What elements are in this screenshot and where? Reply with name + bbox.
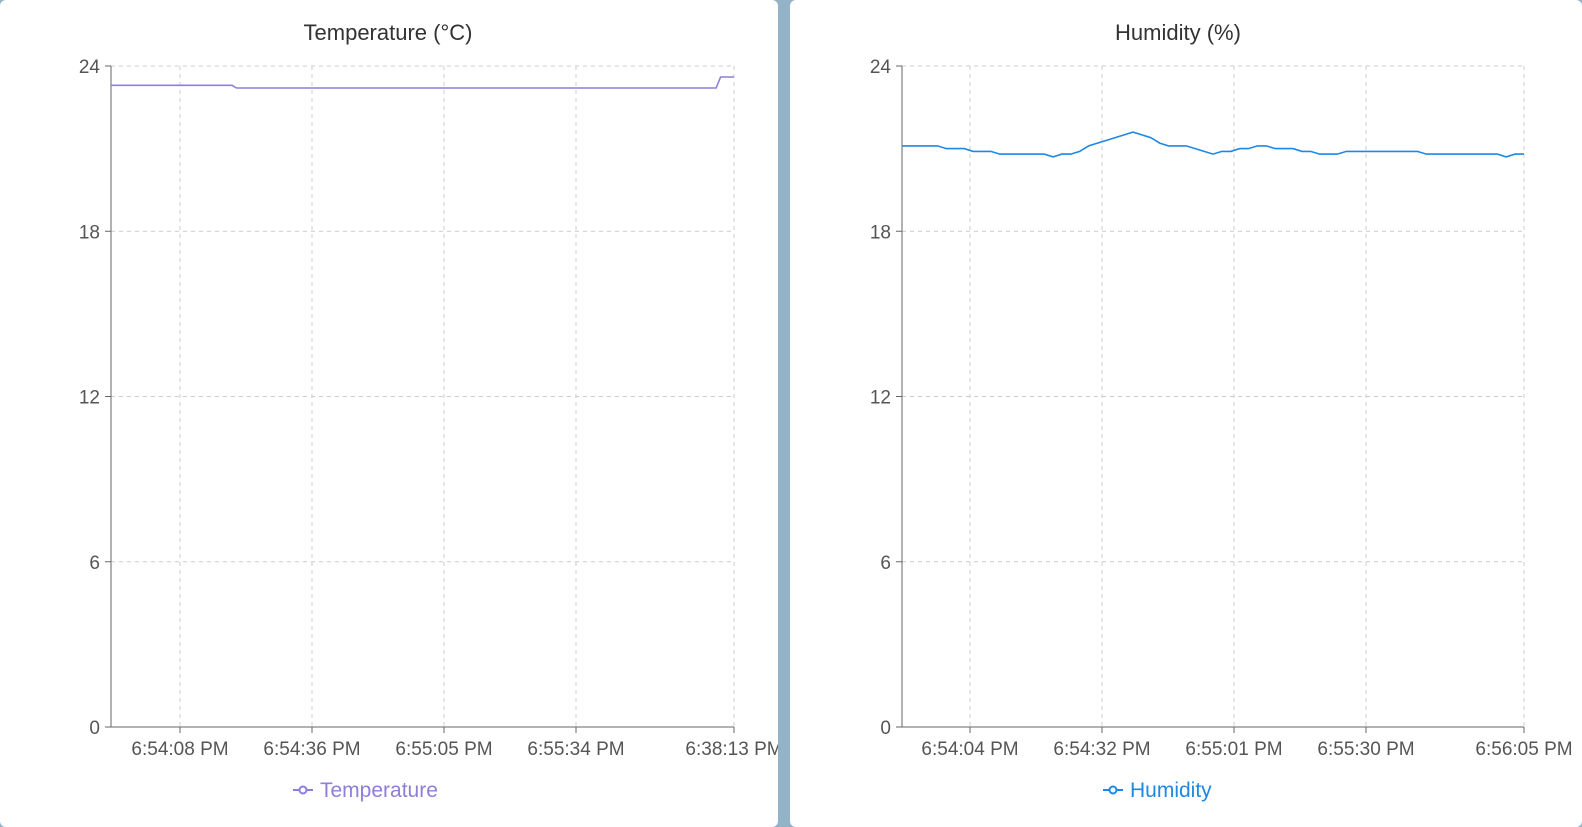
- y-tick-label: 18: [79, 222, 100, 243]
- y-tick-label: 24: [79, 57, 101, 78]
- x-tick-label: 6:55:05 PM: [395, 739, 492, 760]
- x-tick-label: 6:55:30 PM: [1317, 739, 1414, 760]
- y-tick-label: 6: [89, 553, 100, 574]
- series-line-humidity: [902, 131, 1524, 158]
- y-tick-label: 0: [89, 718, 100, 739]
- y-tick-label: 24: [870, 57, 892, 78]
- chart-title: Temperature (°C): [304, 20, 473, 45]
- legend-label[interactable]: Temperature: [320, 779, 438, 802]
- x-tick-label: 6:38:13 PM: [685, 739, 778, 760]
- x-tick-label: 6:55:34 PM: [527, 739, 624, 760]
- y-tick-label: 6: [880, 553, 891, 574]
- y-tick-label: 12: [79, 388, 100, 409]
- x-tick-label: 6:56:05 PM: [1475, 739, 1572, 760]
- y-tick-label: 18: [870, 222, 891, 243]
- temperature-chart: Temperature (°C) 0 6 12 18 24 6:54:08 PM 6:54:3…: [79, 20, 778, 802]
- y-tick-label: 0: [880, 718, 891, 739]
- x-tick-label: 6:54:08 PM: [131, 739, 228, 760]
- temperature-chart-panel: Temperature (°C) 0 6 12 18 24 6:54:08 PM 6:54:3…: [0, 0, 778, 827]
- x-tick-label: 6:54:04 PM: [921, 739, 1018, 760]
- x-tick-label: 6:54:32 PM: [1053, 739, 1150, 760]
- x-tick-label: 6:54:36 PM: [263, 739, 360, 760]
- x-tick-label: 6:55:01 PM: [1185, 739, 1282, 760]
- legend-marker-icon: [1108, 785, 1118, 795]
- chart-title: Humidity (%): [1115, 20, 1241, 45]
- legend-marker-icon: [298, 785, 308, 795]
- legend-label[interactable]: Humidity: [1130, 779, 1212, 802]
- series-line-temperature: [111, 76, 734, 89]
- humidity-chart: Humidity (%) 0 6 12 18 24 6:54:04 PM 6:54:32 PM…: [870, 20, 1573, 802]
- humidity-chart-panel: Humidity (%) 0 6 12 18 24 6:54:04 PM 6:54:32 PM…: [790, 0, 1582, 827]
- y-tick-label: 12: [870, 388, 891, 409]
